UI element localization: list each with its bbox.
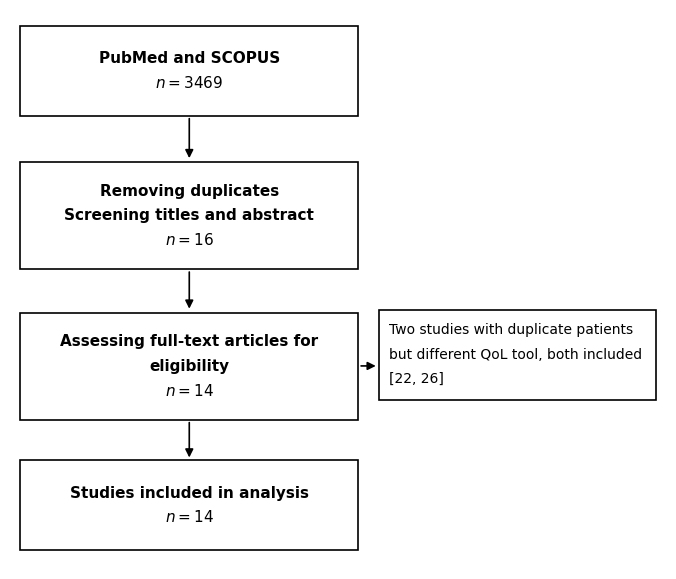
FancyBboxPatch shape bbox=[20, 162, 358, 269]
FancyBboxPatch shape bbox=[20, 313, 358, 420]
Text: Screening titles and abstract: Screening titles and abstract bbox=[64, 208, 314, 223]
Text: Studies included in analysis: Studies included in analysis bbox=[70, 486, 309, 500]
FancyBboxPatch shape bbox=[379, 310, 656, 400]
Text: $n = 14$: $n = 14$ bbox=[165, 510, 214, 525]
Text: $n = 3469$: $n = 3469$ bbox=[155, 75, 223, 91]
Text: Two studies with duplicate patients: Two studies with duplicate patients bbox=[389, 323, 633, 338]
Text: Assessing full-text articles for: Assessing full-text articles for bbox=[60, 335, 318, 349]
Text: Removing duplicates: Removing duplicates bbox=[99, 184, 279, 199]
FancyBboxPatch shape bbox=[20, 26, 358, 116]
Text: PubMed and SCOPUS: PubMed and SCOPUS bbox=[99, 52, 280, 66]
Text: [22, 26]: [22, 26] bbox=[389, 372, 443, 386]
Text: $n = 16$: $n = 16$ bbox=[165, 232, 214, 248]
Text: $n = 14$: $n = 14$ bbox=[165, 383, 214, 398]
Text: but different QoL tool, both included: but different QoL tool, both included bbox=[389, 347, 642, 362]
FancyBboxPatch shape bbox=[20, 460, 358, 550]
Text: eligibility: eligibility bbox=[149, 359, 229, 373]
